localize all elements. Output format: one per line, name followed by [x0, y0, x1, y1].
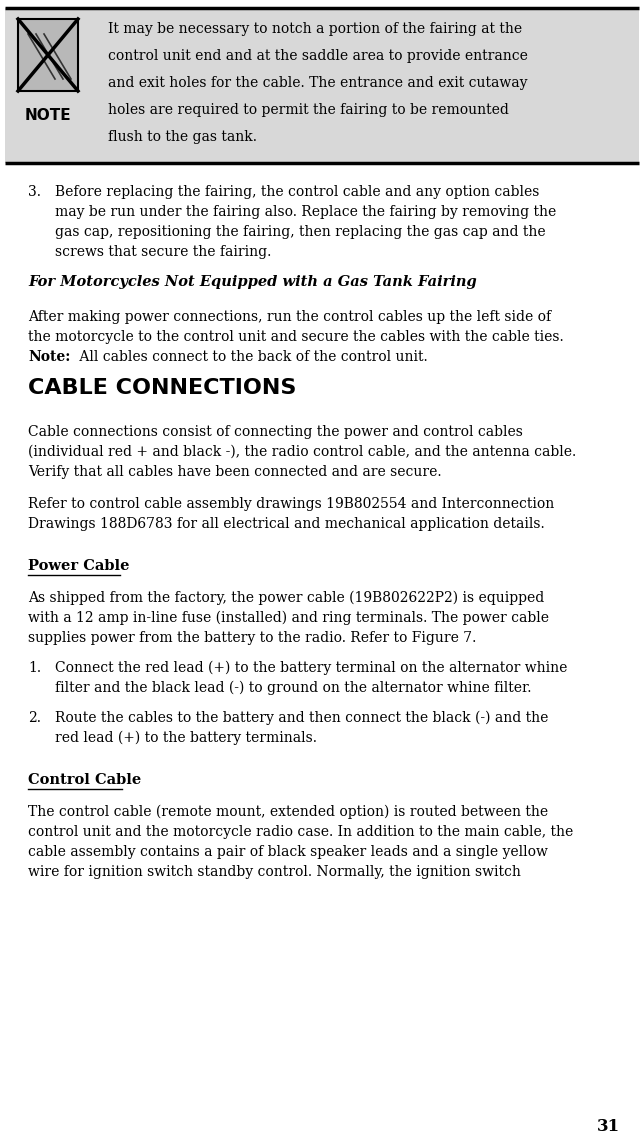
- Text: Power Cable: Power Cable: [28, 559, 129, 573]
- Text: Drawings 188D6783 for all electrical and mechanical application details.: Drawings 188D6783 for all electrical and…: [28, 517, 545, 531]
- Text: with a 12 amp in-line fuse (installed) and ring terminals. The power cable: with a 12 amp in-line fuse (installed) a…: [28, 611, 549, 626]
- Text: The control cable (remote mount, extended option) is routed between the: The control cable (remote mount, extende…: [28, 804, 548, 819]
- Text: CABLE CONNECTIONS: CABLE CONNECTIONS: [28, 378, 296, 398]
- Text: NOTE: NOTE: [24, 108, 71, 123]
- Text: red lead (+) to the battery terminals.: red lead (+) to the battery terminals.: [55, 731, 317, 745]
- Text: filter and the black lead (-) to ground on the alternator whine filter.: filter and the black lead (-) to ground …: [55, 681, 531, 696]
- Text: screws that secure the fairing.: screws that secure the fairing.: [55, 245, 271, 259]
- Text: Control Cable: Control Cable: [28, 774, 141, 787]
- Text: Refer to control cable assembly drawings 19B802554 and Interconnection: Refer to control cable assembly drawings…: [28, 497, 554, 511]
- Polygon shape: [18, 19, 78, 91]
- Text: (individual red + and black -), the radio control cable, and the antenna cable.: (individual red + and black -), the radi…: [28, 445, 576, 460]
- Text: 1.: 1.: [28, 661, 41, 675]
- Text: 2.: 2.: [28, 711, 41, 725]
- Text: control unit and the motorcycle radio case. In addition to the main cable, the: control unit and the motorcycle radio ca…: [28, 825, 573, 839]
- Text: supplies power from the battery to the radio. Refer to Figure 7.: supplies power from the battery to the r…: [28, 631, 477, 645]
- Text: and exit holes for the cable. The entrance and exit cutaway: and exit holes for the cable. The entran…: [108, 76, 527, 91]
- Text: Connect the red lead (+) to the battery terminal on the alternator whine: Connect the red lead (+) to the battery …: [55, 661, 567, 675]
- Text: gas cap, repositioning the fairing, then replacing the gas cap and the: gas cap, repositioning the fairing, then…: [55, 225, 545, 240]
- Text: After making power connections, run the control cables up the left side of: After making power connections, run the …: [28, 311, 551, 324]
- Text: Note:: Note:: [28, 350, 70, 364]
- Text: For Motorcycles Not Equipped with a Gas Tank Fairing: For Motorcycles Not Equipped with a Gas …: [28, 275, 477, 289]
- Text: may be run under the fairing also. Replace the fairing by removing the: may be run under the fairing also. Repla…: [55, 205, 556, 219]
- Text: holes are required to permit the fairing to be remounted: holes are required to permit the fairing…: [108, 103, 509, 117]
- Text: Before replacing the fairing, the control cable and any option cables: Before replacing the fairing, the contro…: [55, 185, 540, 199]
- Text: the motorcycle to the control unit and secure the cables with the cable ties.: the motorcycle to the control unit and s…: [28, 330, 564, 344]
- Text: flush to the gas tank.: flush to the gas tank.: [108, 129, 257, 144]
- Text: Verify that all cables have been connected and are secure.: Verify that all cables have been connect…: [28, 465, 442, 479]
- Text: wire for ignition switch standby control. Normally, the ignition switch: wire for ignition switch standby control…: [28, 865, 521, 879]
- Text: As shipped from the factory, the power cable (19B802622P2) is equipped: As shipped from the factory, the power c…: [28, 591, 544, 605]
- Text: All cables connect to the back of the control unit.: All cables connect to the back of the co…: [75, 350, 428, 364]
- Text: Cable connections consist of connecting the power and control cables: Cable connections consist of connecting …: [28, 425, 523, 439]
- Text: 31: 31: [597, 1118, 620, 1135]
- Text: Route the cables to the battery and then connect the black (-) and the: Route the cables to the battery and then…: [55, 711, 549, 725]
- Text: cable assembly contains a pair of black speaker leads and a single yellow: cable assembly contains a pair of black …: [28, 845, 548, 860]
- FancyBboxPatch shape: [5, 8, 639, 163]
- Text: 3.: 3.: [28, 185, 41, 199]
- Text: It may be necessary to notch a portion of the fairing at the: It may be necessary to notch a portion o…: [108, 22, 522, 36]
- Text: control unit end and at the saddle area to provide entrance: control unit end and at the saddle area …: [108, 49, 528, 63]
